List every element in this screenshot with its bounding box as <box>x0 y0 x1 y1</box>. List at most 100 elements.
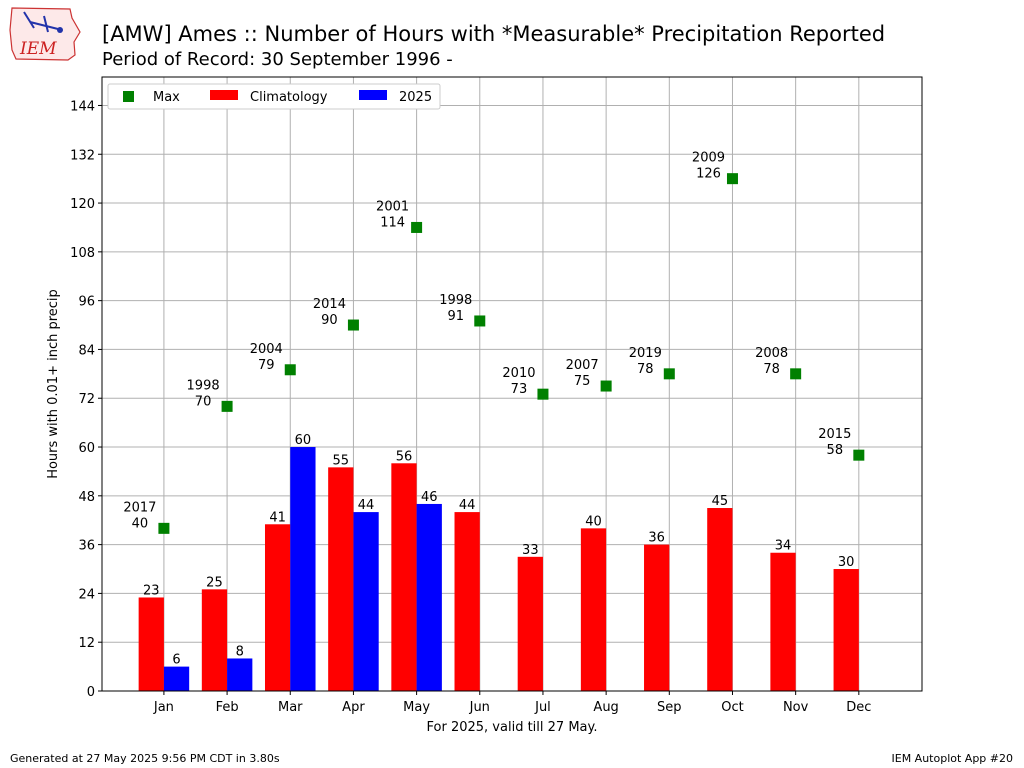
climatology-bar <box>707 508 733 691</box>
max-value-label: 114 <box>380 215 405 230</box>
max-value-label: 73 <box>511 382 528 397</box>
x-tick-label: Nov <box>783 700 809 715</box>
y-tick-label: 48 <box>78 490 95 505</box>
max-value-label: 78 <box>637 362 654 377</box>
climatology-bar-label: 44 <box>459 498 476 513</box>
y-tick-label: 96 <box>78 295 95 310</box>
max-marker <box>221 400 233 412</box>
x-tick-label: Jul <box>534 700 551 715</box>
climatology-bar-label: 36 <box>648 531 665 546</box>
max-marker <box>726 173 738 185</box>
y-tick-label: 144 <box>70 99 95 114</box>
max-year-label: 1998 <box>187 378 220 393</box>
climatology-bar <box>328 467 354 691</box>
y-tick-label: 60 <box>78 441 95 456</box>
current-year-bar-label: 8 <box>236 644 244 659</box>
climatology-bar <box>138 597 164 691</box>
current-year-bar <box>227 658 253 691</box>
max-year-label: 2009 <box>692 151 725 166</box>
y-tick-label: 24 <box>78 587 95 602</box>
legend-max-marker <box>123 91 134 102</box>
legend-box <box>107 83 441 110</box>
climatology-bar-label: 41 <box>269 510 286 525</box>
legend-max-label: Max <box>153 90 180 105</box>
climatology-bar-label: 34 <box>775 539 792 554</box>
y-tick-label: 120 <box>70 197 95 212</box>
legend-current-swatch <box>359 90 387 100</box>
climatology-bar <box>454 512 480 691</box>
climatology-bar <box>517 556 543 691</box>
max-marker <box>411 221 423 233</box>
x-tick-label: Dec <box>846 700 871 715</box>
climatology-bar-label: 55 <box>333 453 350 468</box>
climatology-bar-label: 33 <box>522 543 539 558</box>
max-value-label: 78 <box>763 362 780 377</box>
logo-text: IEM <box>19 39 57 59</box>
max-year-label: 2015 <box>818 427 851 442</box>
climatology-bar <box>644 544 670 691</box>
max-year-label: 2008 <box>755 346 788 361</box>
y-axis-label: Hours with 0.01+ inch precip <box>46 289 61 479</box>
max-year-label: 2007 <box>566 358 599 373</box>
x-tick-label: May <box>403 700 430 715</box>
y-tick-label: 132 <box>70 148 95 163</box>
x-tick-label: Oct <box>721 700 743 715</box>
max-value-label: 75 <box>574 374 591 389</box>
legend-climatology-label: Climatology <box>250 90 328 105</box>
max-value-label: 91 <box>448 309 465 324</box>
max-marker <box>158 522 170 534</box>
max-marker <box>537 388 549 400</box>
current-year-bar <box>416 503 442 691</box>
max-year-label: 2019 <box>629 346 662 361</box>
current-year-bar-label: 44 <box>358 498 375 513</box>
x-tick-label: Jan <box>153 700 174 715</box>
max-year-label: 1998 <box>439 293 472 308</box>
y-tick-label: 0 <box>87 685 95 700</box>
footer-generated: Generated at 27 May 2025 9:56 PM CDT in … <box>10 752 280 765</box>
x-axis-label: For 2025, valid till 27 May. <box>427 720 598 735</box>
chart-subtitle: Period of Record: 30 September 1996 - <box>102 49 453 70</box>
legend-current-label: 2025 <box>399 90 432 105</box>
climatology-bar <box>580 528 607 691</box>
max-year-label: 2010 <box>502 366 535 381</box>
x-tick-label: Mar <box>278 700 303 715</box>
x-tick-label: Feb <box>216 700 239 715</box>
climatology-bar <box>833 569 859 691</box>
iem-logo: IEM <box>9 7 81 61</box>
current-year-bar-label: 46 <box>421 490 438 505</box>
climatology-bar <box>391 463 417 691</box>
climatology-bar-label: 45 <box>712 494 729 509</box>
max-marker <box>600 380 612 392</box>
max-marker <box>284 364 296 376</box>
y-tick-label: 108 <box>70 246 95 261</box>
footer-app: IEM Autoplot App #20 <box>892 752 1014 765</box>
legend: Max Climatology 2025 <box>107 83 441 110</box>
max-marker <box>347 319 359 331</box>
y-tick-label: 36 <box>78 539 95 554</box>
x-tick-label: Sep <box>657 700 682 715</box>
y-tick-label: 72 <box>78 392 95 407</box>
climatology-bar <box>770 552 796 691</box>
max-year-label: 2017 <box>123 500 156 515</box>
plot-frame <box>101 76 923 692</box>
y-tick-label: 12 <box>78 636 95 651</box>
climatology-bar-label: 30 <box>838 555 855 570</box>
max-marker <box>853 449 865 461</box>
max-marker <box>474 315 486 327</box>
chart-title: [AMW] Ames :: Number of Hours with *Meas… <box>102 22 885 46</box>
max-marker <box>790 368 802 380</box>
climatology-bar-label: 56 <box>396 449 413 464</box>
climatology-bar-label: 23 <box>143 583 160 598</box>
max-value-label: 40 <box>132 516 149 531</box>
current-year-bar <box>163 666 190 691</box>
max-value-label: 126 <box>696 167 721 182</box>
climatology-bar <box>264 524 291 691</box>
climatology-bar-label: 25 <box>206 575 223 590</box>
max-marker <box>663 368 675 380</box>
current-year-bar <box>290 447 316 691</box>
max-year-label: 2014 <box>313 297 346 312</box>
max-year-label: 2004 <box>250 342 283 357</box>
max-year-label: 2001 <box>376 199 409 214</box>
